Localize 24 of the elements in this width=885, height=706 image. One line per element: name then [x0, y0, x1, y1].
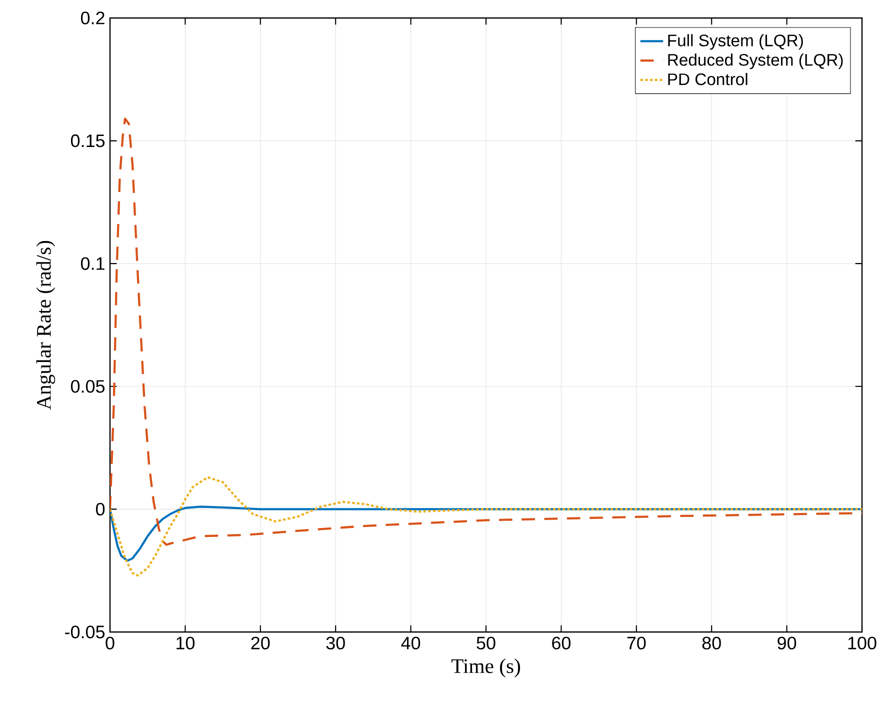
- x-tick-label: 0: [106, 636, 114, 650]
- x-tick-label: 90: [778, 636, 796, 650]
- x-tick-label: 50: [476, 636, 496, 650]
- y-tick-label: 0: [96, 502, 105, 516]
- x-tick-label: 40: [401, 636, 420, 650]
- line-series: [110, 118, 862, 546]
- x-tick-label: 20: [251, 636, 270, 650]
- line-series: [110, 476, 862, 577]
- y-tick-label: -0.05: [65, 626, 105, 638]
- legend-label: PD Control: [668, 72, 748, 86]
- x-axis-title: Time (s): [451, 658, 520, 678]
- x-tick-label: 80: [702, 636, 721, 650]
- x-tick-label: 70: [627, 636, 646, 650]
- x-tick-label: 60: [552, 636, 571, 650]
- legend-label: Full System (LQR): [668, 34, 803, 50]
- y-tick-label: 0.05: [70, 380, 105, 393]
- y-tick-label: 0.15: [70, 134, 105, 148]
- legend-label: Reduced System (LQR): [668, 54, 843, 70]
- x-tick-label: 10: [176, 636, 195, 650]
- y-tick-label: 0.2: [80, 12, 104, 24]
- x-tick-label: 100: [848, 636, 876, 650]
- y-tick-label: 0.1: [80, 257, 104, 270]
- y-axis-title: Angular Rate (rad/s): [36, 240, 56, 410]
- x-tick-label: 30: [326, 636, 345, 650]
